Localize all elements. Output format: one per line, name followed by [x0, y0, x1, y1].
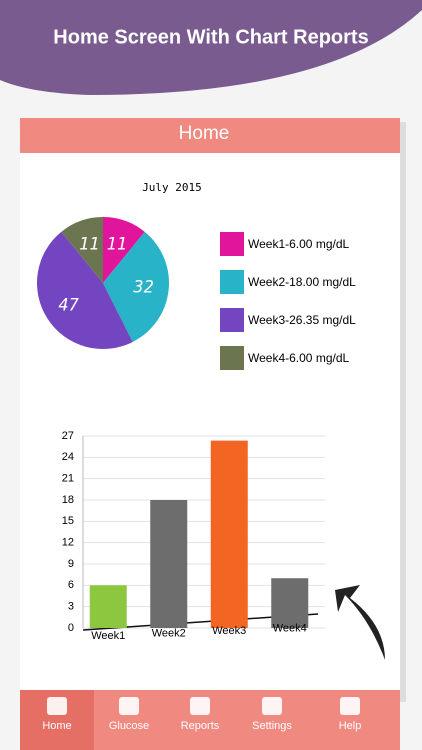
- pie-title: July 2015: [142, 181, 202, 194]
- x-tick-label: Week1: [91, 630, 125, 642]
- nav-icon: [119, 697, 139, 715]
- nav-label[interactable]: Reports: [181, 720, 220, 732]
- legend-label: Week3-26.35 mg/dL: [248, 313, 356, 327]
- y-tick-label: 24: [62, 451, 74, 463]
- slice-label: 32: [132, 277, 153, 297]
- y-tick-label: 3: [68, 601, 74, 613]
- arrow-icon: [335, 585, 385, 660]
- y-tick-label: 15: [62, 515, 74, 527]
- slice-label: 47: [58, 295, 79, 315]
- pie-slice: [61, 217, 103, 283]
- card: [20, 118, 400, 698]
- screen-title: Home: [179, 123, 230, 144]
- y-tick-label: 9: [68, 558, 74, 570]
- nav-icon: [190, 697, 210, 715]
- header: [20, 118, 400, 153]
- bar: [150, 500, 188, 628]
- x-tick-label: Week2: [152, 627, 186, 639]
- slice-label: 11: [106, 234, 126, 254]
- legend-swatch: [220, 308, 244, 332]
- y-tick-label: 27: [62, 430, 74, 442]
- bar: [89, 585, 127, 628]
- pie-slice: [103, 231, 169, 342]
- y-tick-label: 6: [68, 579, 74, 591]
- nav-label[interactable]: Home: [42, 720, 71, 732]
- y-tick-label: 12: [62, 537, 74, 549]
- legend-label: Week2-18.00 mg/dL: [248, 275, 356, 289]
- legend-swatch: [220, 346, 244, 370]
- x-tick-label: Week3: [212, 625, 246, 637]
- nav-label[interactable]: Help: [339, 720, 362, 732]
- bar: [271, 578, 309, 628]
- nav-icon: [262, 697, 282, 715]
- nav-label[interactable]: Settings: [252, 720, 292, 732]
- y-tick-label: 18: [62, 494, 74, 506]
- nav-icon: [340, 697, 360, 715]
- legend-label: Week4-6.00 mg/dL: [248, 351, 349, 365]
- x-tick-label: Week4: [273, 622, 307, 634]
- y-tick-label: 0: [68, 622, 74, 634]
- banner-title: Home Screen With Chart Reports: [53, 26, 368, 48]
- legend-swatch: [220, 232, 244, 256]
- pie-slice: [103, 217, 145, 283]
- pie-slice: [36, 231, 133, 349]
- y-tick-label: 21: [62, 473, 74, 485]
- legend-swatch: [220, 270, 244, 294]
- banner-bg: [0, 0, 422, 95]
- legend-label: Week1-6.00 mg/dL: [248, 237, 349, 251]
- slice-label: 11: [79, 234, 99, 254]
- bar: [210, 440, 248, 628]
- nav-label[interactable]: Glucose: [109, 720, 149, 732]
- nav-icon: [47, 697, 67, 715]
